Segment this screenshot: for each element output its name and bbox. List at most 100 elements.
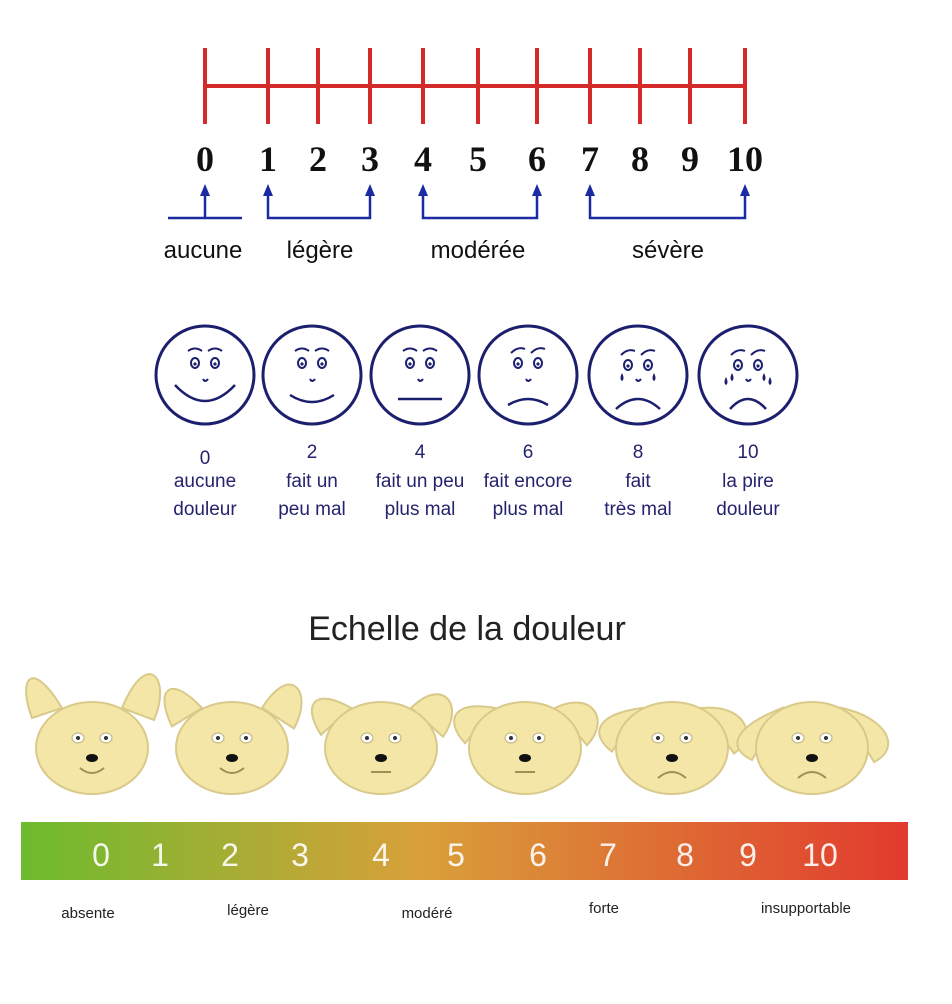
ear-left — [25, 677, 64, 720]
scale-number: 5 — [469, 139, 487, 179]
face-caption-value: 2 — [307, 442, 318, 463]
nose — [417, 378, 424, 382]
eye-icon — [513, 357, 523, 369]
bar-label: absente — [61, 905, 114, 922]
face-caption-line2: très mal — [604, 499, 672, 520]
brow — [422, 347, 438, 352]
mouth — [289, 393, 335, 404]
scale-number: 6 — [528, 139, 546, 179]
bar-number: 2 — [221, 837, 239, 873]
eye-icon — [190, 357, 200, 369]
bar-number: 6 — [529, 837, 547, 873]
category-label: sévère — [632, 237, 704, 264]
brow — [187, 347, 203, 352]
brow — [640, 349, 656, 356]
bar-number: 4 — [372, 837, 390, 873]
scale-number: 0 — [196, 139, 214, 179]
bar-number: 1 — [151, 837, 169, 873]
eye-icon — [297, 357, 307, 369]
nose-icon — [375, 754, 387, 762]
ear-right — [260, 683, 303, 730]
bunny-face-2 — [311, 693, 454, 795]
bunny-head — [615, 701, 729, 795]
bunny-head — [324, 701, 438, 795]
ear-right — [553, 701, 599, 747]
face-caption-value: 6 — [523, 442, 534, 463]
bar-label: forte — [589, 900, 619, 917]
face-caption-value: 10 — [737, 442, 758, 463]
brow — [294, 347, 310, 352]
nose — [635, 378, 642, 382]
pupil — [408, 362, 412, 366]
pupil — [213, 362, 217, 366]
arrow-up-icon — [200, 184, 210, 196]
face-caption-line2: douleur — [716, 499, 780, 520]
mouth — [507, 397, 549, 407]
pupil — [365, 736, 369, 740]
eye-icon — [733, 359, 743, 371]
pupil — [736, 364, 740, 368]
nose-icon — [86, 754, 98, 762]
bunny-face-0 — [25, 673, 162, 795]
pupil — [656, 736, 660, 740]
face-caption-line2: plus mal — [385, 499, 456, 520]
face-caption-line1: fait encore — [484, 471, 573, 492]
face-circle — [369, 324, 471, 426]
tear-icon — [768, 377, 772, 385]
pupil — [537, 736, 541, 740]
face-caption-line1: fait un — [286, 471, 338, 492]
pupil — [516, 362, 520, 366]
pupil — [509, 736, 513, 740]
pupil — [428, 362, 432, 366]
bunny-head — [35, 701, 149, 795]
mouth — [174, 384, 236, 403]
face-3: 6 fait encore plus mal — [477, 324, 579, 520]
bar-number: 3 — [291, 837, 309, 873]
bracket-moderee — [421, 196, 539, 220]
arrow-up-icon — [365, 184, 375, 196]
brow — [314, 347, 330, 352]
pupil — [104, 736, 108, 740]
bunny-head — [755, 701, 869, 795]
scale-number: 1 — [259, 139, 277, 179]
category-label: légère — [287, 237, 354, 264]
ear-right — [409, 693, 454, 739]
face-caption-line2: peu mal — [278, 499, 346, 520]
face-2: 4 fait un peu plus mal — [369, 324, 471, 520]
category-label: aucune — [164, 237, 243, 264]
bunny-face-1 — [163, 683, 303, 795]
arrow-up-icon — [532, 184, 542, 196]
pupil — [320, 362, 324, 366]
arrow-up-icon — [740, 184, 750, 196]
pupil — [216, 736, 220, 740]
brow — [207, 347, 223, 352]
bar-number: 8 — [676, 837, 694, 873]
mouth — [615, 397, 661, 410]
face-caption-value: 0 — [200, 448, 211, 469]
gradient-bar — [21, 822, 908, 880]
nose — [745, 378, 752, 382]
face-5: 10 la pire douleur — [697, 324, 799, 520]
ear-right — [120, 673, 162, 722]
bracket-legere — [266, 196, 372, 220]
face-caption-value: 8 — [633, 442, 644, 463]
eye-icon — [425, 357, 435, 369]
tear-icon — [762, 373, 766, 381]
bunny-scale: 0 1 2 3 4 5 6 7 8 9 10 absente légère modéré forte insu… — [21, 673, 908, 922]
face-caption-line1: fait un peu — [376, 471, 465, 492]
pupil — [684, 736, 688, 740]
pupil — [626, 364, 630, 368]
bunny-head — [468, 701, 582, 795]
nose-icon — [226, 754, 238, 762]
brow — [620, 349, 636, 356]
pupil — [244, 736, 248, 740]
tear-icon — [620, 373, 624, 381]
bunny-face-4 — [598, 701, 748, 795]
eye-icon — [643, 359, 653, 371]
brow — [510, 347, 526, 354]
face-4: 8 fait très mal — [587, 324, 689, 520]
category-label: modérée — [431, 237, 526, 264]
tear-icon — [652, 373, 656, 381]
